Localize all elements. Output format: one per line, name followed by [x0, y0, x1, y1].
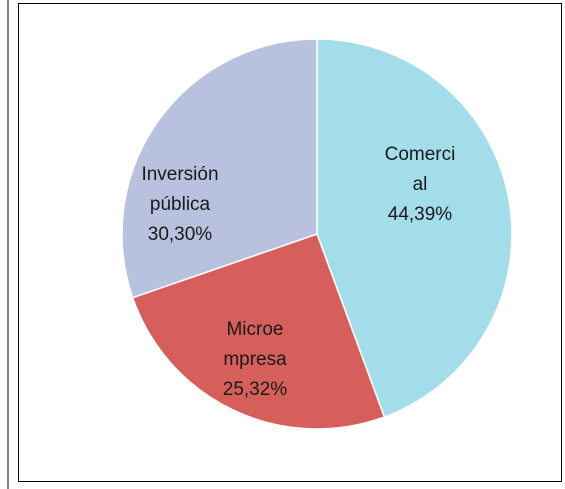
slice-label: Inversión pública 30,30% [138, 160, 222, 250]
slice-label: Microempresa 25,32% [219, 315, 291, 405]
frame-box [18, 3, 562, 482]
category-label: Inversión pública [141, 164, 219, 215]
slice-label: Comercial 44,39% [380, 140, 460, 230]
value-label: 44,39% [387, 204, 453, 225]
pie-slice [121, 38, 318, 299]
category-label: Comercial [384, 144, 456, 195]
category-label: Microempresa [223, 319, 287, 370]
pie-slice [316, 38, 513, 418]
value-label: 30,30% [147, 224, 213, 245]
value-label: 25,32% [222, 379, 288, 400]
pie-slice [131, 233, 386, 430]
